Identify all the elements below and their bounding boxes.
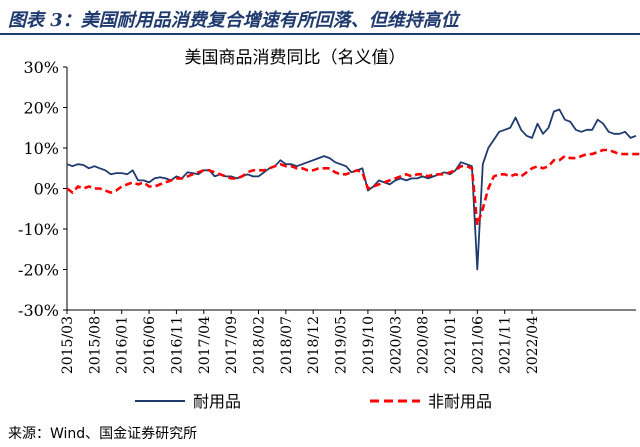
title-rule (0, 33, 640, 35)
x-tick-label: 2015/08 (87, 316, 103, 374)
x-tick-label: 2021/01 (443, 316, 459, 374)
x-tick-label: 2015/03 (60, 316, 76, 374)
x-tick-label: 2017/04 (197, 316, 213, 374)
y-tick-label: -10% (18, 220, 59, 239)
y-tick-label: 10% (23, 139, 59, 158)
y-tick-label: -20% (18, 261, 59, 280)
x-tick-label: 2020/03 (388, 316, 404, 374)
x-tick-label: 2022/04 (525, 316, 541, 374)
chart-title: 美国商品消费同比（名义值） (185, 48, 406, 68)
x-tick-label: 2019/10 (361, 316, 377, 374)
x-tick-label: 2019/05 (334, 316, 350, 374)
y-tick-label: -30% (18, 301, 59, 320)
figure-title: 图表 3：美国耐用品消费复合增速有所回落、但维持高位 (8, 10, 459, 31)
figure-header: 图表 3：美国耐用品消费复合增速有所回落、但维持高位 (0, 0, 640, 38)
chart: 美国商品消费同比（名义值） 30%20%10%0%-10%-20%-30%201… (18, 48, 640, 411)
legend-label-durable: 耐用品 (193, 392, 241, 411)
source-note: 来源：Wind、国金证券研究所 (8, 426, 198, 442)
x-tick-label: 2017/09 (224, 316, 240, 374)
series-line-nondurable (66, 148, 640, 227)
x-tick-label: 2020/08 (416, 316, 432, 374)
y-tick-label: 0% (34, 180, 59, 199)
x-tick-label: 2021/06 (470, 316, 486, 374)
legend-label-nondurable: 非耐用品 (428, 392, 492, 411)
x-tick-label: 2018/07 (279, 316, 295, 374)
y-tick-label: 30% (23, 58, 59, 77)
plot-area: 30% 20% 10% 0% -10% -20% -30%2015/03 2015/08 201… (18, 58, 640, 374)
x-tick-label: 2021/11 (498, 316, 514, 374)
legend: 耐用品 非耐用品 (135, 392, 492, 411)
x-tick-label: 2016/11 (169, 316, 185, 374)
x-tick-label: 2018/02 (251, 316, 267, 374)
y-tick-label: 20% (23, 99, 59, 118)
x-tick-label: 2016/06 (142, 316, 158, 374)
x-tick-label: 2016/01 (115, 316, 131, 374)
series-line-durable (66, 108, 637, 271)
x-tick-label: 2018/12 (306, 316, 322, 374)
